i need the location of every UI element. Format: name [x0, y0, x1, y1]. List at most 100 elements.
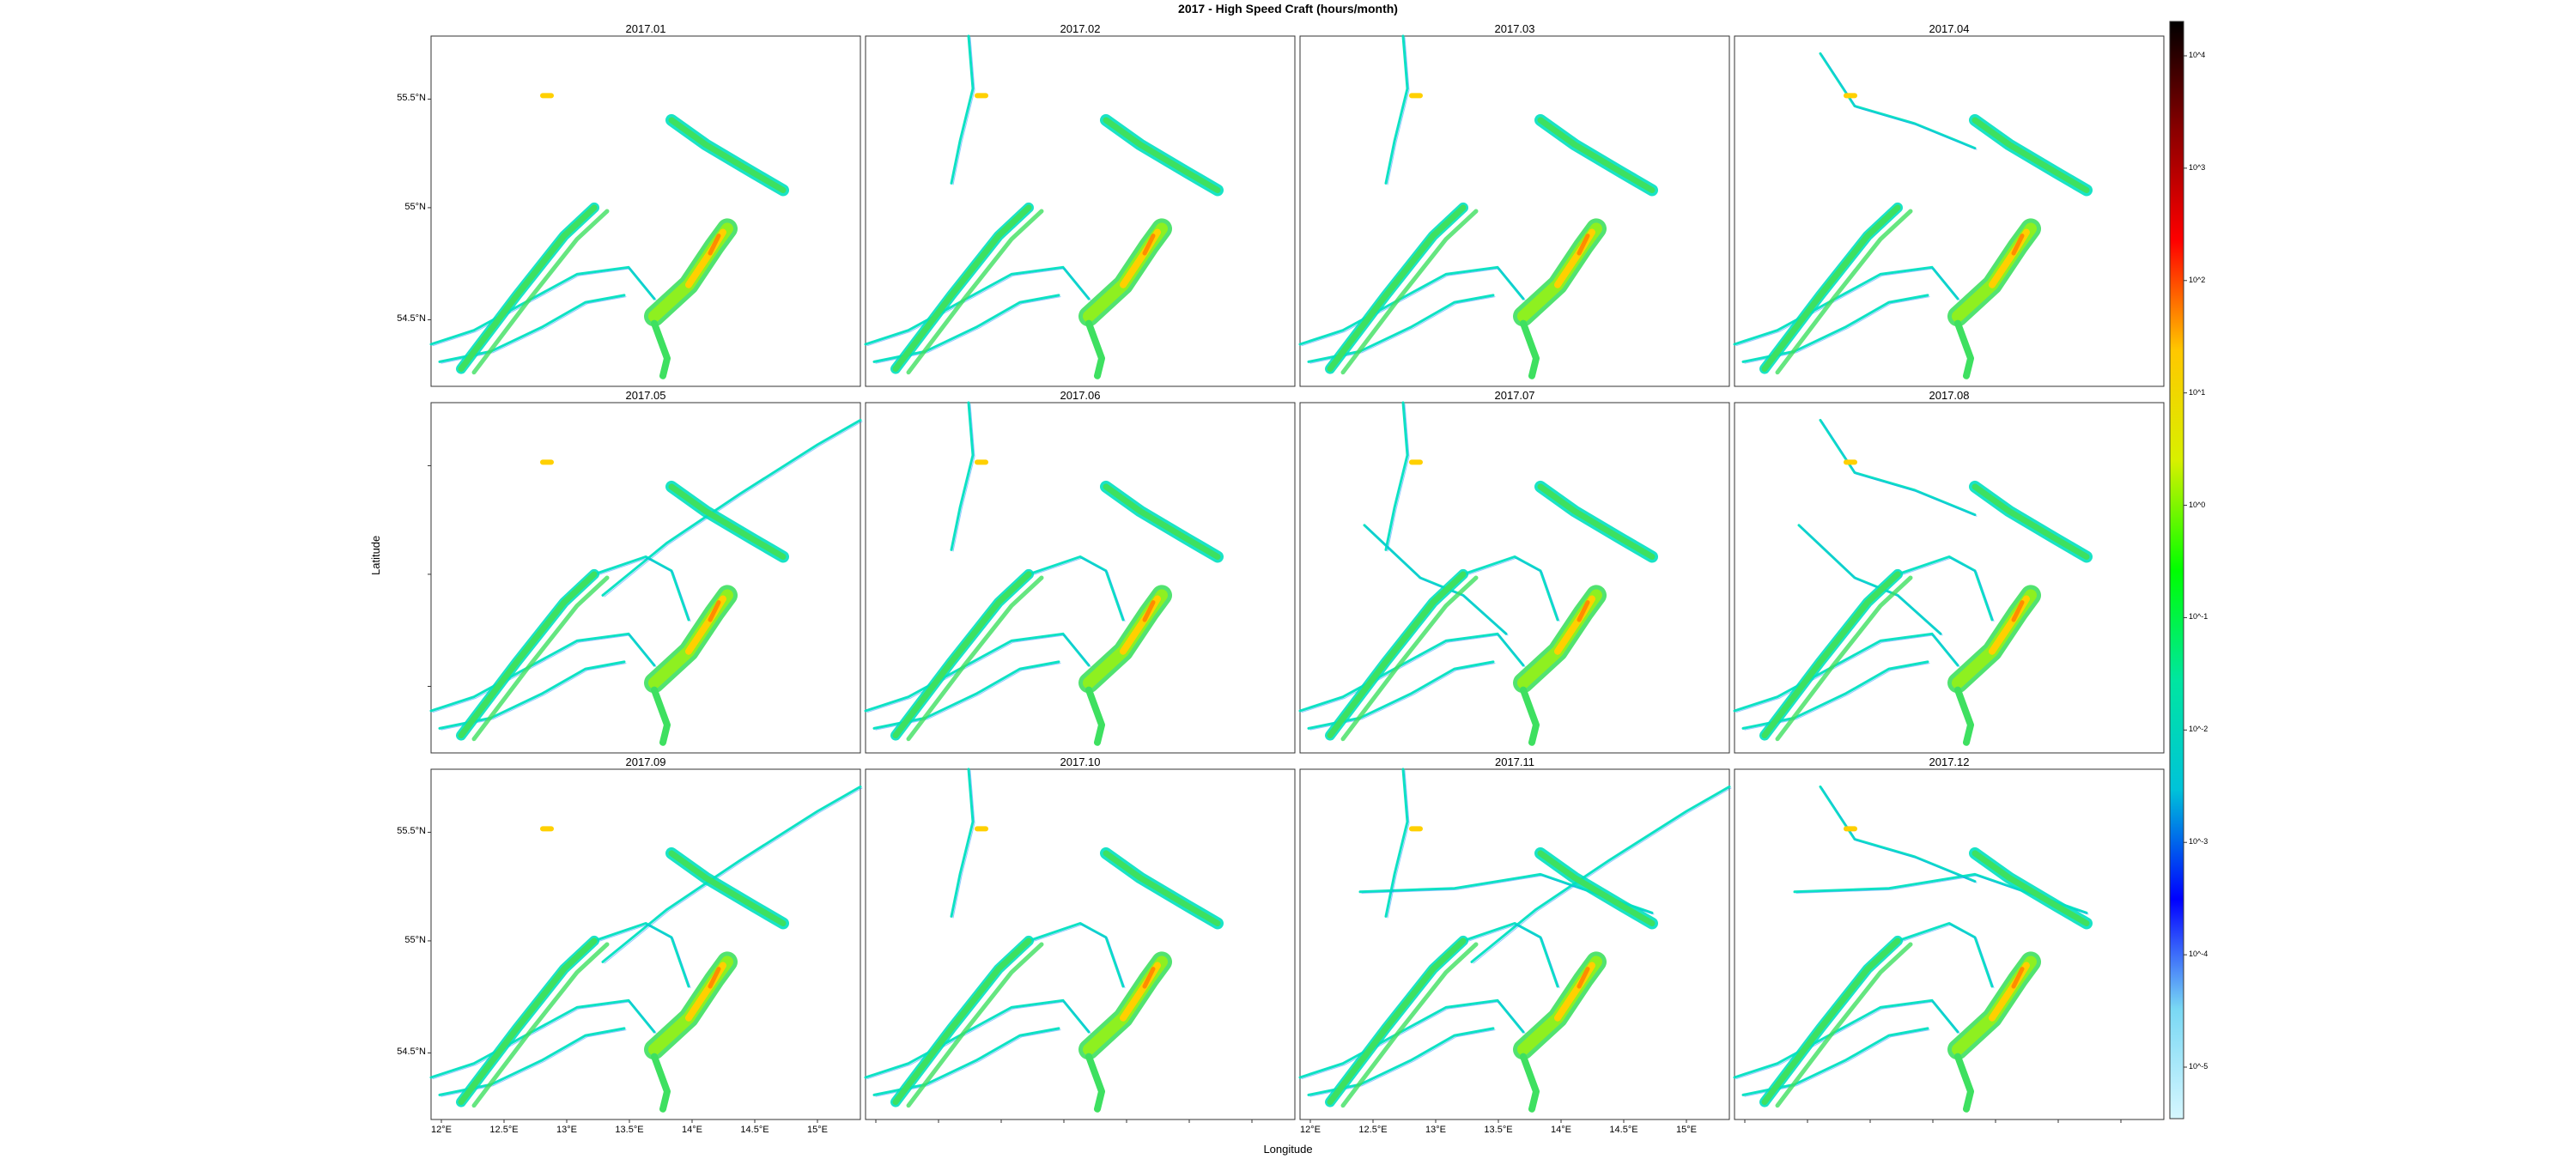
vessel-track	[601, 418, 862, 597]
colorbar-tick-label: 10^-1	[2189, 612, 2208, 622]
main-route-core	[892, 937, 1032, 1106]
vessel-track	[1298, 998, 1525, 1079]
ferry-lane-core	[668, 483, 787, 560]
panel-title: 2017.02	[1060, 22, 1101, 35]
panel-title: 2017.01	[625, 22, 666, 35]
vessel-track-dots	[595, 924, 691, 989]
vessel-track-dots	[1464, 557, 1560, 622]
vessel-track-dots	[952, 770, 975, 919]
port-hub-hottest	[708, 967, 721, 989]
ferry-lane-core	[1103, 483, 1221, 560]
vessel-track	[429, 265, 656, 346]
map-panel-2017.01	[429, 35, 861, 387]
main-route-core	[1761, 571, 1901, 739]
main-route-core	[1327, 571, 1467, 739]
port-hub-hottest	[2011, 234, 2025, 256]
vessel-track-dots	[432, 634, 657, 713]
panel-frame	[430, 768, 861, 1120]
panel-frame	[865, 768, 1296, 1120]
x-axis-label: Longitude	[1263, 1143, 1313, 1156]
y-tick-label: 54.5°N	[397, 1047, 426, 1058]
colorbar-tick-label: 10^-3	[2189, 837, 2208, 846]
main-route-parallel	[1340, 575, 1479, 742]
map-panel-2017.04	[1733, 35, 2165, 387]
vessel-track	[1819, 418, 1977, 517]
vessel-track-dots	[1387, 404, 1410, 552]
map-panel-2017.03	[1298, 34, 1730, 387]
vessel-track-dots	[866, 268, 1091, 347]
panel-frame	[865, 35, 1296, 387]
panel-title: 2017.03	[1494, 22, 1535, 35]
vessel-track	[1733, 998, 1959, 1079]
vessel-track-dots	[432, 1001, 657, 1080]
figure-title: 2017 - High Speed Craft (hours/month)	[1178, 2, 1398, 15]
vessel-track	[1733, 265, 1959, 346]
main-route-parallel	[906, 942, 1044, 1108]
vessel-track-dots	[1473, 787, 1732, 964]
ferry-lane-core	[1537, 117, 1656, 193]
colorbar-tick-label: 10^0	[2189, 500, 2206, 509]
vessel-track	[950, 768, 975, 918]
vessel-track-dots	[1735, 268, 1960, 347]
vessel-track	[1298, 632, 1525, 713]
ferry-lane-core	[1103, 117, 1221, 193]
map-panel-2017.08	[1733, 402, 2165, 754]
vessel-track	[1896, 922, 1994, 988]
vessel-track-dots	[952, 37, 975, 185]
main-route-core	[1761, 204, 1901, 373]
vessel-track-dots	[1030, 924, 1126, 989]
port-hub-hottest	[1577, 967, 1590, 989]
y-tick-label: 55.5°N	[397, 93, 426, 104]
x-tick-label: 14°E	[682, 1125, 702, 1135]
main-route-core	[458, 937, 598, 1106]
vessel-track	[864, 265, 1091, 346]
x-tick-label: 15°E	[1676, 1125, 1697, 1135]
map-panel-2017.07	[1298, 401, 1730, 754]
vessel-track-dots	[1821, 421, 1978, 517]
y-tick-label: 55°N	[404, 201, 426, 212]
map-panel-2017.11	[1298, 768, 1732, 1120]
vessel-track-dots	[1030, 557, 1126, 622]
colorbar	[2169, 21, 2184, 1119]
port-tail	[1954, 686, 1974, 746]
ferry-lane-core	[1103, 850, 1221, 926]
vessel-track-dots	[1821, 54, 1978, 150]
vessel-track	[1470, 785, 1731, 963]
main-route-parallel	[1340, 209, 1479, 375]
colorbar-tick-label: 10^2	[2189, 275, 2206, 284]
port-tail	[651, 686, 671, 746]
vessel-track	[1027, 922, 1125, 988]
x-tick-label: 15°E	[807, 1125, 828, 1135]
panel-frame	[865, 402, 1296, 754]
port-tail	[651, 1053, 671, 1113]
vessel-track	[950, 34, 975, 185]
port-hub-hottest	[2011, 600, 2025, 622]
colorbar-tick-label: 10^1	[2189, 387, 2206, 397]
vessel-track-dots	[1735, 634, 1960, 713]
vessel-track-dots	[1821, 787, 1978, 883]
panel-frame	[1734, 35, 2165, 387]
vessel-track	[1384, 768, 1409, 918]
vessel-track	[1461, 555, 1559, 622]
panel-title: 2017.05	[625, 389, 666, 402]
vessel-track	[864, 998, 1091, 1079]
vessel-track-dots	[1387, 770, 1410, 919]
port-tail	[1954, 319, 1974, 379]
x-tick-label: 13°E	[556, 1125, 577, 1135]
panel-title: 2017.07	[1494, 389, 1535, 402]
port-hub-hottest	[1142, 600, 1156, 622]
vessel-track	[592, 922, 690, 988]
port-hub-hottest	[2011, 967, 2025, 989]
port-hub-hottest	[1577, 234, 1590, 256]
panel-title: 2017.09	[625, 755, 666, 768]
x-tick-label: 13.5°E	[615, 1125, 644, 1135]
vessel-track	[429, 632, 656, 713]
colorbar-tick-label: 10^-2	[2189, 725, 2208, 734]
vessel-track-dots	[1899, 557, 1995, 622]
vessel-track-dots	[1464, 924, 1560, 989]
vessel-track-dots	[604, 421, 863, 598]
vessel-track	[1027, 555, 1125, 622]
panel-frame	[1299, 35, 1730, 387]
